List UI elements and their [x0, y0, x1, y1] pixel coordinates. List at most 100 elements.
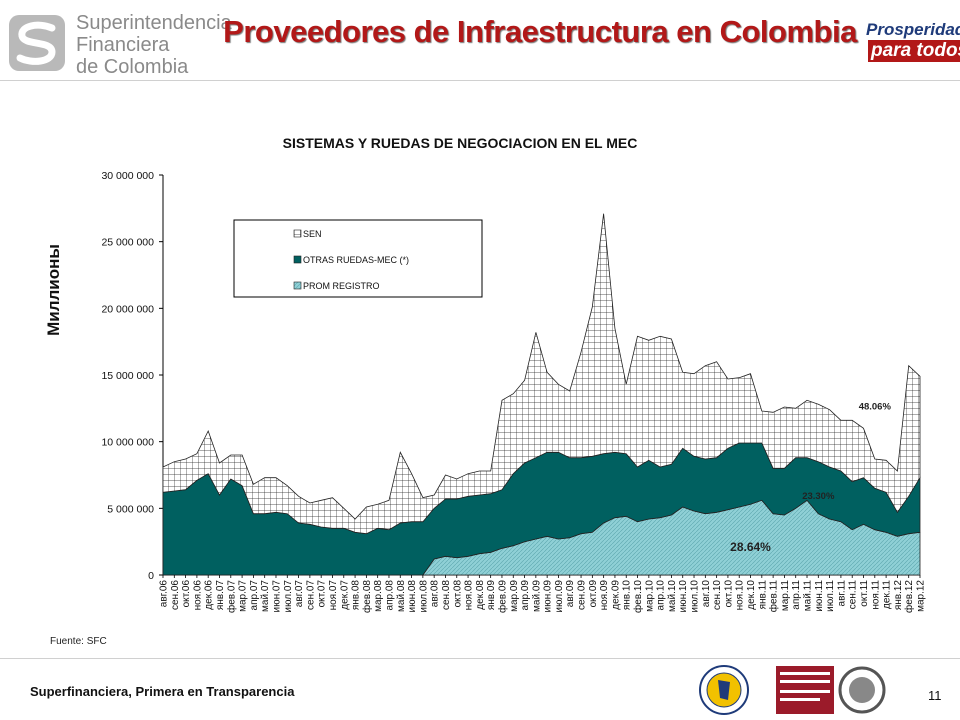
x-tick-label: янв.12: [893, 580, 904, 611]
x-tick-label: июн.11: [814, 580, 825, 612]
x-tick-label: ноя.08: [464, 580, 475, 611]
y-tick-label: 25 000 000: [101, 237, 154, 249]
x-tick-label: сен.06: [170, 580, 181, 610]
logo-line-2: Financiera: [76, 34, 170, 56]
legend-label: SEN: [303, 229, 322, 239]
x-tick-label: сен.09: [577, 580, 588, 610]
x-tick-label: сен.07: [305, 580, 316, 610]
x-tick-label: ноя.06: [192, 580, 203, 611]
page-number: 11: [928, 688, 942, 703]
x-tick-label: июл.09: [554, 580, 565, 613]
x-tick-label: апр.07: [249, 580, 260, 611]
x-tick-label: сен.11: [848, 580, 859, 610]
x-tick-label: мар.08: [373, 580, 384, 612]
chart-legend: SEN OTRAS RUEDAS-MEC (*) PROM REGISTRO: [233, 219, 483, 298]
y-tick-label: 10 000 000: [101, 437, 154, 449]
x-tick-label: июн.09: [543, 580, 554, 613]
y-tick-label: 30 000 000: [101, 170, 154, 182]
x-tick-label: окт.07: [317, 580, 328, 608]
x-tick-label: дек.09: [610, 580, 621, 610]
x-tick-label: авг.10: [701, 580, 712, 608]
x-tick-label: окт.11: [859, 580, 870, 607]
x-tick-label: окт.06: [181, 580, 192, 608]
x-tick-label: июн.10: [678, 580, 689, 613]
x-tick-label: фев.08: [361, 580, 373, 613]
x-tick-label: май.11: [803, 580, 814, 612]
annotation-label: 23.30%: [802, 491, 835, 502]
x-tick-label: май.07: [260, 580, 271, 612]
x-tick-label: фев.10: [632, 580, 644, 613]
x-tick-label: ноя.10: [735, 580, 746, 611]
x-tick-label: фев.07: [225, 580, 237, 613]
page-title: Proveedores de Infraestructura en Colomb…: [223, 14, 857, 49]
logo-text: Superintendencia Financiera de Colombia: [76, 12, 232, 78]
x-tick-label: окт.10: [723, 580, 734, 608]
header-divider: [0, 80, 960, 81]
x-tick-label: ноя.11: [870, 580, 881, 610]
x-tick-label: апр.10: [656, 580, 667, 611]
x-tick-label: окт.08: [452, 580, 463, 608]
x-tick-label: фев.09: [497, 580, 509, 613]
x-tick-label: авг.06: [159, 580, 170, 608]
superfinanciera-s-icon: [9, 15, 65, 71]
x-tick-label: май.09: [531, 580, 542, 612]
x-tick-label: май.10: [667, 580, 678, 612]
x-tick-label: фев.12: [903, 580, 915, 613]
x-tick-label: ноя.07: [328, 580, 339, 611]
prosperidad-logo-line-1: Prosperidad: [866, 20, 960, 39]
x-tick-label: авг.11: [836, 580, 847, 607]
logo-line-3: de Colombia: [76, 56, 189, 78]
x-tick-label: авг.09: [565, 580, 576, 608]
prosperidad-logo-line-2: para todos: [868, 40, 960, 62]
x-tick-label: мар.07: [238, 580, 249, 612]
legend-swatch: [293, 255, 302, 264]
x-tick-label: июл.08: [418, 580, 429, 613]
x-tick-label: янв.08: [351, 580, 362, 611]
x-tick-label: сен.10: [712, 580, 723, 610]
x-tick-label: окт.09: [588, 580, 599, 608]
superfinanciera-logo: Superintendencia Financiera de Colombia: [8, 8, 232, 78]
y-tick-label: 20 000 000: [101, 303, 154, 315]
legend-swatch: [293, 229, 302, 238]
x-tick-label: фев.11: [768, 580, 780, 613]
x-tick-label: ноя.09: [599, 580, 610, 611]
logo-line-1: Superintendencia: [76, 12, 232, 34]
certification-seal-icon: [699, 665, 749, 715]
x-tick-label: дек.08: [475, 580, 486, 610]
x-tick-label: июл.11: [825, 580, 836, 612]
x-tick-label: апр.09: [520, 580, 531, 611]
x-tick-label: мар.12: [916, 580, 927, 612]
source-note: Fuente: SFC: [50, 636, 107, 647]
legend-swatch: [293, 281, 302, 290]
x-tick-label: сен.08: [441, 580, 452, 610]
x-tick-label: июл.07: [283, 580, 294, 613]
y-tick-label: 15 000 000: [101, 370, 154, 382]
x-tick-label: мар.10: [644, 580, 655, 612]
legend-label: PROM REGISTRO: [303, 281, 380, 291]
x-tick-label: дек.06: [204, 580, 215, 610]
x-tick-label: июн.08: [407, 580, 418, 613]
x-tick-label: янв.11: [757, 580, 768, 610]
x-tick-label: июн.07: [272, 580, 283, 613]
x-tick-label: июл.10: [690, 580, 701, 613]
x-tick-label: авг.08: [430, 580, 441, 608]
x-tick-label: янв.10: [622, 580, 633, 611]
y-tick-label: 5 000 000: [107, 503, 154, 515]
annotation-label: 48.06%: [859, 402, 892, 413]
x-tick-label: янв.07: [215, 580, 226, 611]
annotation-label: 28.64%: [730, 540, 771, 554]
x-tick-label: апр.11: [791, 580, 802, 610]
iso-bureau-veritas-badge-icon: [776, 666, 886, 714]
x-tick-label: май.08: [396, 580, 407, 612]
area-sen: [162, 213, 921, 535]
x-tick-label: мар.11: [780, 580, 791, 612]
legend-label: OTRAS RUEDAS-MEC (*): [303, 255, 409, 265]
chart-title: SISTEMAS Y RUEDAS DE NEGOCIACION EN EL M…: [282, 135, 638, 151]
x-tick-label: авг.07: [294, 580, 305, 608]
x-tick-label: мар.09: [509, 580, 520, 612]
footer-tagline: Superfinanciera, Primera en Transparenci…: [30, 684, 295, 699]
prosperidad-logo: Prosperidad para todos: [862, 14, 960, 74]
y-tick-label: 0: [148, 570, 154, 582]
x-tick-label: дек.10: [746, 580, 757, 610]
